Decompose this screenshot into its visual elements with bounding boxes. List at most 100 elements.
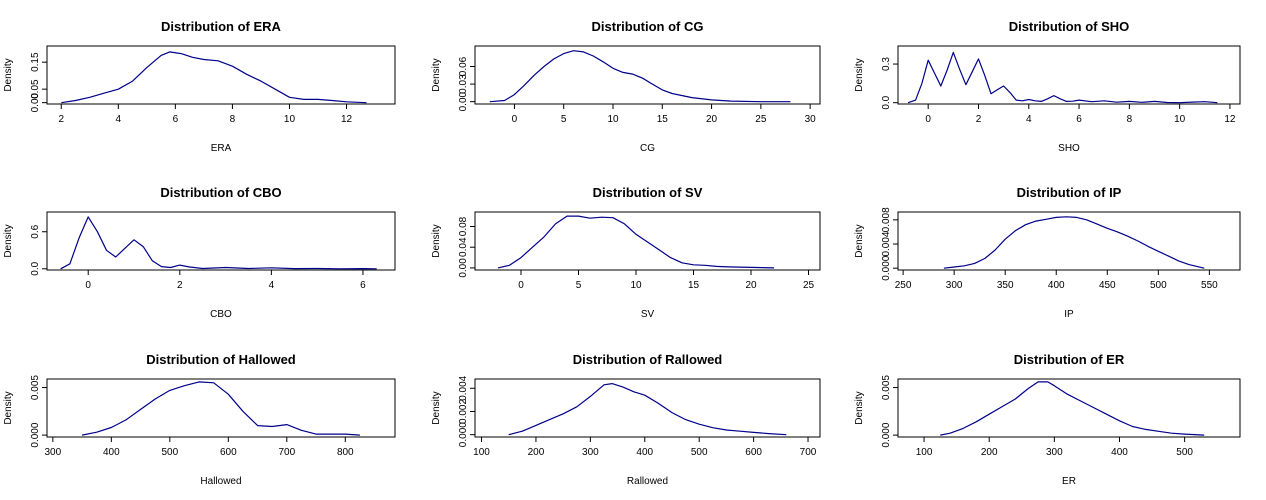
panel-title: Distribution of CBO <box>160 185 281 200</box>
x-tick-label: 500 <box>691 447 708 458</box>
x-axis-label: ERA <box>211 143 232 154</box>
plot-frame <box>474 378 821 438</box>
x-tick-label: 4 <box>1026 114 1032 125</box>
y-tick-label: 0.004 <box>458 375 469 400</box>
x-tick-label: 4 <box>116 114 122 125</box>
density-line <box>81 381 360 436</box>
panel-title: Distribution of SHO <box>1009 19 1130 34</box>
y-tick-label: 0.004 <box>881 231 892 256</box>
x-tick-label: 10 <box>1174 114 1186 125</box>
x-axis-label: IP <box>1064 309 1074 320</box>
x-tick-label: 500 <box>1150 280 1167 291</box>
x-tick-label: 20 <box>745 280 757 291</box>
x-tick-label: 5 <box>576 280 582 291</box>
y-tick-label: 0.00 <box>458 258 469 278</box>
y-axis-label: Density <box>431 58 442 91</box>
x-axis-label: Hallowed <box>200 476 241 487</box>
y-tick-label: 0.000 <box>458 422 469 447</box>
density-panel-era: Distribution of ERA 2 4 6 8 10 12 ERA 0.000.05 0.… <box>3 19 396 154</box>
x-tick-label: 500 <box>1176 447 1193 458</box>
plot-frame <box>897 45 1241 105</box>
x-tick-label: 0 <box>518 280 524 291</box>
density-line <box>61 51 367 104</box>
panel-title: Distribution of Rallowed <box>573 352 723 367</box>
x-tick-label: 0 <box>512 114 518 125</box>
panel-title: Distribution of ERA <box>161 19 281 34</box>
x-tick-label: 0 <box>85 280 91 291</box>
plot-frame <box>474 211 821 271</box>
y-tick-label: 0.0 <box>881 95 892 109</box>
density-panel-sv: Distribution of SV 0 5 10 15 20 25 SV 0.000.040.… <box>431 185 821 320</box>
x-tick-label: 5 <box>561 114 567 125</box>
y-axis-label: Density <box>3 224 14 257</box>
x-tick-label: 30 <box>805 114 817 125</box>
x-tick-label: 20 <box>706 114 718 125</box>
y-axis-label: Density <box>854 58 865 91</box>
x-tick-label: 400 <box>1111 447 1128 458</box>
x-tick-label: 2 <box>58 114 64 125</box>
y-axis-label: Density <box>3 58 14 91</box>
y-tick-label: 0.05 <box>30 79 41 99</box>
x-tick-label: 12 <box>1224 114 1236 125</box>
x-tick-label: 700 <box>278 447 295 458</box>
y-tick-label: 0.03 <box>458 74 469 94</box>
panel-title: Distribution of CG <box>592 19 704 34</box>
x-tick-label: 2 <box>976 114 982 125</box>
plot-frame <box>897 378 1241 438</box>
panel-title: Distribution of ER <box>1014 352 1125 367</box>
x-tick-label: 200 <box>981 447 998 458</box>
x-tick-label: 400 <box>1048 280 1065 291</box>
x-tick-label: 300 <box>946 280 963 291</box>
density-panel-cbo: Distribution of CBO 0 2 4 6 CBO 0.0 0.6 Density <box>3 185 396 320</box>
density-line <box>907 51 1218 104</box>
x-tick-label: 350 <box>997 280 1014 291</box>
x-tick-label: 15 <box>688 280 700 291</box>
x-tick-label: 25 <box>755 114 767 125</box>
y-axis-label: Density <box>431 391 442 424</box>
x-tick-label: 550 <box>1201 280 1218 291</box>
panel-title: Distribution of Hallowed <box>146 352 296 367</box>
x-axis-label: SV <box>641 309 655 320</box>
x-tick-label: 400 <box>636 447 653 458</box>
y-tick-label: 0.002 <box>458 399 469 424</box>
plot-frame <box>46 378 396 438</box>
y-tick-label: 0.6 <box>30 224 41 238</box>
x-tick-label: 8 <box>1127 114 1133 125</box>
density-panel-sho: Distribution of SHO 0 2 4 6 8 10 12 SHO 0.0 0.3 Den… <box>854 19 1241 154</box>
x-tick-label: 100 <box>916 447 933 458</box>
x-tick-label: 600 <box>220 447 237 458</box>
density-line <box>489 50 791 103</box>
density-panel-rallowed: Distribution of Rallowed 100 200 300 400 500 6… <box>431 352 821 487</box>
x-tick-label: 6 <box>1076 114 1082 125</box>
x-tick-label: 6 <box>360 280 366 291</box>
y-axis-label: Density <box>3 391 14 424</box>
y-tick-label: 0.08 <box>458 216 469 236</box>
x-axis-label: SHO <box>1058 143 1080 154</box>
y-tick-label: 0.06 <box>458 56 469 76</box>
x-tick-label: 300 <box>582 447 599 458</box>
x-tick-label: 10 <box>630 280 642 291</box>
y-tick-label: 0.000 <box>30 422 41 447</box>
density-panel-cg: Distribution of CG 0 5 10 15 20 25 30 CG 0.000.03… <box>431 19 821 154</box>
y-tick-label: 0.00 <box>30 92 41 112</box>
x-tick-label: 800 <box>337 447 354 458</box>
panel-title: Distribution of SV <box>593 185 703 200</box>
x-tick-label: 450 <box>1099 280 1116 291</box>
y-tick-label: 0.15 <box>30 52 41 72</box>
density-line <box>497 215 775 269</box>
x-tick-label: 0 <box>925 114 931 125</box>
x-tick-label: 600 <box>745 447 762 458</box>
y-tick-label: 0.008 <box>881 207 892 232</box>
y-tick-label: 0.000 <box>881 255 892 280</box>
panel-title: Distribution of IP <box>1017 185 1122 200</box>
y-axis-label: Density <box>854 224 865 257</box>
density-line <box>940 381 1205 436</box>
density-line <box>508 383 787 436</box>
y-tick-label: 0.005 <box>881 375 892 400</box>
x-tick-label: 500 <box>161 447 178 458</box>
x-tick-label: 700 <box>800 447 817 458</box>
plot-frame <box>46 45 396 105</box>
density-panel-ip: Distribution of IP 250 300 350 400 450 500 550 I… <box>854 185 1241 320</box>
x-axis-label: CBO <box>210 309 232 320</box>
